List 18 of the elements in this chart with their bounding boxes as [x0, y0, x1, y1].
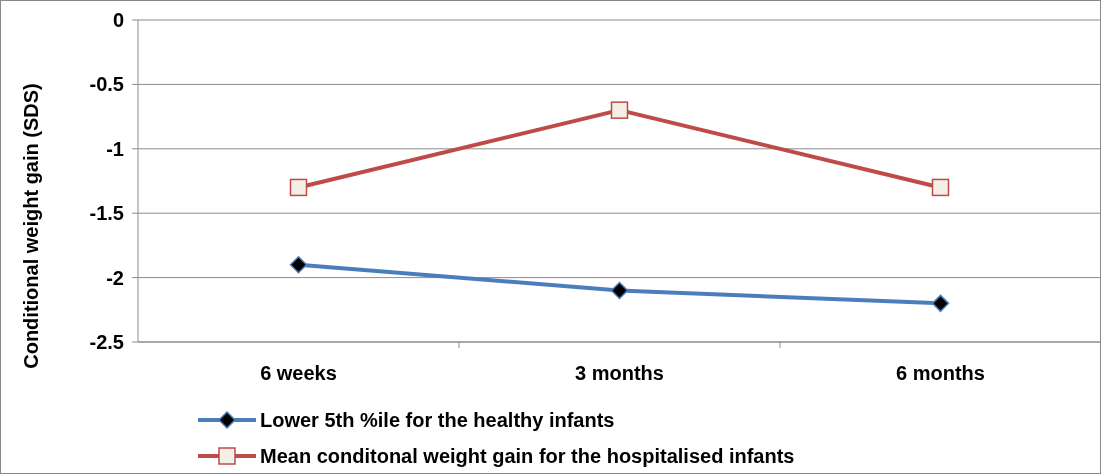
legend-label: Mean conditonal weight gain for the hospitalised infants — [260, 445, 795, 467]
x-tick-label: 6 months — [896, 362, 985, 384]
point — [289, 255, 308, 274]
x-tick-label: 3 months — [575, 362, 664, 384]
x-tick-label: 6 weeks — [260, 362, 337, 384]
point — [931, 178, 950, 197]
legend-label: Lower 5th %ile for the healthy infants — [260, 409, 615, 431]
y-tick-label: -2 — [106, 266, 124, 289]
y-tick-label: 0 — [112, 9, 124, 31]
point — [610, 281, 629, 300]
point — [610, 101, 629, 119]
y-tick-label: -0.5 — [89, 73, 124, 96]
y-axis-title: Conditional weight gain (SDS) — [20, 83, 42, 369]
y-tick-label: -1.5 — [89, 202, 124, 225]
y-tick-label: -2.5 — [89, 331, 124, 353]
y-tick-label: -1 — [106, 137, 124, 160]
point — [931, 294, 950, 313]
point — [289, 178, 308, 197]
